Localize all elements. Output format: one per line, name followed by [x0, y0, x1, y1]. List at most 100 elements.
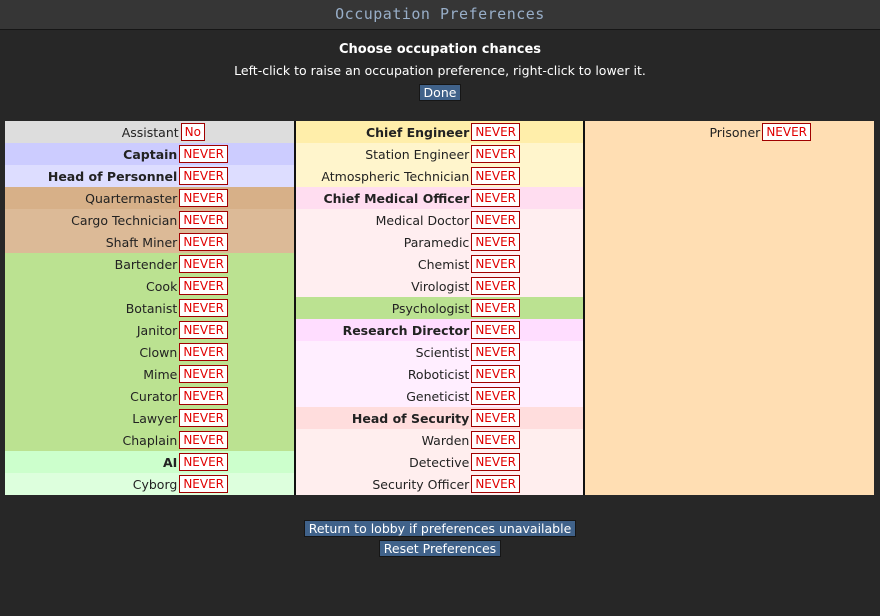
job-label: Chemist [417, 256, 470, 272]
job-preference-button[interactable]: NEVER [471, 431, 520, 449]
job-preference-button[interactable]: NEVER [471, 123, 520, 141]
job-preference-button[interactable]: NEVER [179, 343, 228, 361]
job-preference-button[interactable]: NEVER [471, 255, 520, 273]
job-label: Chief Medical Officer [323, 190, 470, 206]
job-label: Atmospheric Technician [321, 168, 470, 184]
job-row: Roboticist NEVER [296, 363, 583, 385]
job-row: Head of Personnel NEVER [5, 165, 294, 187]
job-preference-button[interactable]: NEVER [471, 453, 520, 471]
job-preference-button[interactable]: NEVER [179, 299, 228, 317]
job-label: Head of Personnel [47, 168, 178, 184]
job-label: Virologist [411, 278, 470, 294]
job-row: Psychologist NEVER [296, 297, 583, 319]
job-row: Atmospheric Technician NEVER [296, 165, 583, 187]
job-row: Lawyer NEVER [5, 407, 294, 429]
job-preference-button[interactable]: NEVER [179, 409, 228, 427]
job-row: Bartender NEVER [5, 253, 294, 275]
job-preference-button[interactable]: NEVER [179, 233, 228, 251]
job-label: Janitor [136, 322, 178, 338]
job-row: Virologist NEVER [296, 275, 583, 297]
job-preference-button[interactable]: No [180, 123, 205, 141]
job-label: Medical Doctor [375, 212, 470, 228]
job-row: Security Officer NEVER [296, 473, 583, 495]
job-row: Captain NEVER [5, 143, 294, 165]
job-label: Lawyer [132, 410, 178, 426]
jobs-column-2: Chief Engineer NEVER Station Engineer NEVER… [294, 121, 585, 495]
job-label: Chaplain [122, 432, 178, 448]
job-row: Scientist NEVER [296, 341, 583, 363]
job-row: Botanist NEVER [5, 297, 294, 319]
job-preference-button[interactable]: NEVER [179, 211, 228, 229]
job-preference-button[interactable]: NEVER [471, 321, 520, 339]
job-label: Warden [421, 432, 470, 448]
job-row: Detective NEVER [296, 451, 583, 473]
job-row: Research Director NEVER [296, 319, 583, 341]
job-row: Curator NEVER [5, 385, 294, 407]
job-label: AI [162, 454, 178, 470]
job-row: Quartermaster NEVER [5, 187, 294, 209]
job-label: Scientist [415, 344, 470, 360]
job-preference-button[interactable]: NEVER [179, 167, 228, 185]
job-preference-button[interactable]: NEVER [179, 277, 228, 295]
job-preference-button[interactable]: NEVER [471, 343, 520, 361]
job-preference-button[interactable]: NEVER [471, 189, 520, 207]
job-row: Paramedic NEVER [296, 231, 583, 253]
job-row: Cyborg NEVER [5, 473, 294, 495]
job-row: Medical Doctor NEVER [296, 209, 583, 231]
job-preference-button[interactable]: NEVER [179, 365, 228, 383]
done-button[interactable]: Done [418, 84, 462, 101]
job-row: Mime NEVER [5, 363, 294, 385]
job-label: Prisoner [709, 124, 761, 140]
job-row: Geneticist NEVER [296, 385, 583, 407]
job-preference-button[interactable]: NEVER [471, 475, 520, 493]
job-row: Assistant No [5, 121, 294, 143]
job-preference-button[interactable]: NEVER [179, 145, 228, 163]
job-preference-button[interactable]: NEVER [762, 123, 811, 141]
job-label: Shaft Miner [105, 234, 178, 250]
job-preference-button[interactable]: NEVER [179, 189, 228, 207]
job-label: Head of Security [351, 410, 470, 426]
job-row: Chaplain NEVER [5, 429, 294, 451]
job-preference-button[interactable]: NEVER [179, 431, 228, 449]
job-preference-button[interactable]: NEVER [471, 365, 520, 383]
job-row: Prisoner NEVER [585, 121, 874, 143]
job-label: Research Director [342, 322, 470, 338]
job-preference-button[interactable]: NEVER [471, 211, 520, 229]
job-preference-button[interactable]: NEVER [471, 299, 520, 317]
job-label: Assistant [121, 124, 179, 140]
reset-preferences-button[interactable]: Reset Preferences [378, 540, 502, 557]
job-row: Chief Engineer NEVER [296, 121, 583, 143]
job-preference-button[interactable]: NEVER [179, 475, 228, 493]
job-preference-button[interactable]: NEVER [471, 145, 520, 163]
job-preference-button[interactable]: NEVER [471, 233, 520, 251]
job-preference-button[interactable]: NEVER [179, 387, 228, 405]
job-preference-button[interactable]: NEVER [471, 387, 520, 405]
jobs-column-3: Prisoner NEVER [585, 121, 874, 495]
page-heading: Choose occupation chances [338, 42, 542, 57]
job-label: Captain [123, 146, 178, 162]
job-preference-button[interactable]: NEVER [471, 409, 520, 427]
job-label: Curator [130, 388, 178, 404]
job-label: Detective [409, 454, 470, 470]
job-preference-button[interactable]: NEVER [179, 255, 228, 273]
jobs-column-1: Assistant No Captain NEVER Head of Personnel… [5, 121, 294, 495]
job-row: Shaft Miner NEVER [5, 231, 294, 253]
job-label: Bartender [114, 256, 178, 272]
job-preference-button[interactable]: NEVER [471, 167, 520, 185]
job-row: Chief Medical Officer NEVER [296, 187, 583, 209]
job-preference-button[interactable]: NEVER [179, 453, 228, 471]
job-label: Clown [139, 344, 178, 360]
return-button-row: Return to lobby if preferences unavailab… [0, 518, 880, 537]
job-label: Roboticist [407, 366, 470, 382]
return-to-lobby-button[interactable]: Return to lobby if preferences unavailab… [303, 520, 577, 537]
job-row: Cook NEVER [5, 275, 294, 297]
job-preference-button[interactable]: NEVER [471, 277, 520, 295]
occupation-table: Assistant No Captain NEVER Head of Personnel… [5, 121, 874, 495]
instructions-text: Left-click to raise an occupation prefer… [234, 63, 646, 78]
job-label: Geneticist [406, 388, 470, 404]
job-row: Janitor NEVER [5, 319, 294, 341]
reset-button-row: Reset Preferences [0, 538, 880, 557]
job-preference-button[interactable]: NEVER [179, 321, 228, 339]
job-row: Clown NEVER [5, 341, 294, 363]
job-label: Botanist [125, 300, 178, 316]
